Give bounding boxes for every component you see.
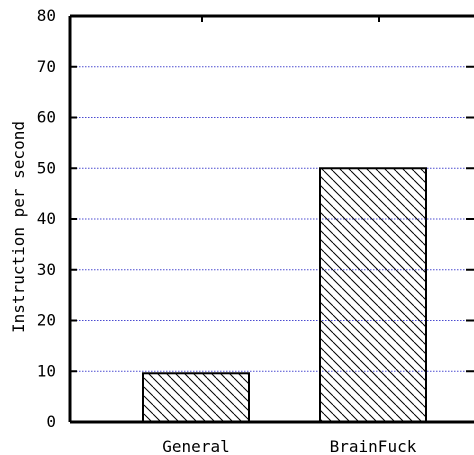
bar-general	[142, 372, 250, 423]
tick-labels: 0 10 20 30 40 50 60 70 80 General BrainFuck	[37, 6, 417, 455]
bar-brainfuck	[319, 167, 427, 423]
x-tick-label-general: General	[162, 437, 229, 455]
y-tick-label-0: 0	[46, 412, 56, 431]
x-tick-label-brainfuck: BrainFuck	[330, 437, 417, 455]
y-tick-label-20: 20	[37, 311, 56, 330]
y-axis-title: Instruction per second	[9, 121, 28, 333]
y-tick-label-60: 60	[37, 108, 56, 127]
bars	[142, 167, 427, 423]
y-tick-label-50: 50	[37, 158, 56, 177]
y-tick-label-70: 70	[37, 57, 56, 76]
y-tick-label-30: 30	[37, 260, 56, 279]
grid-lines	[70, 66, 474, 372]
y-tick-label-10: 10	[37, 361, 56, 380]
axes	[68, 14, 474, 424]
y-tick-label-80: 80	[37, 6, 56, 25]
y-tick-label-40: 40	[37, 209, 56, 228]
